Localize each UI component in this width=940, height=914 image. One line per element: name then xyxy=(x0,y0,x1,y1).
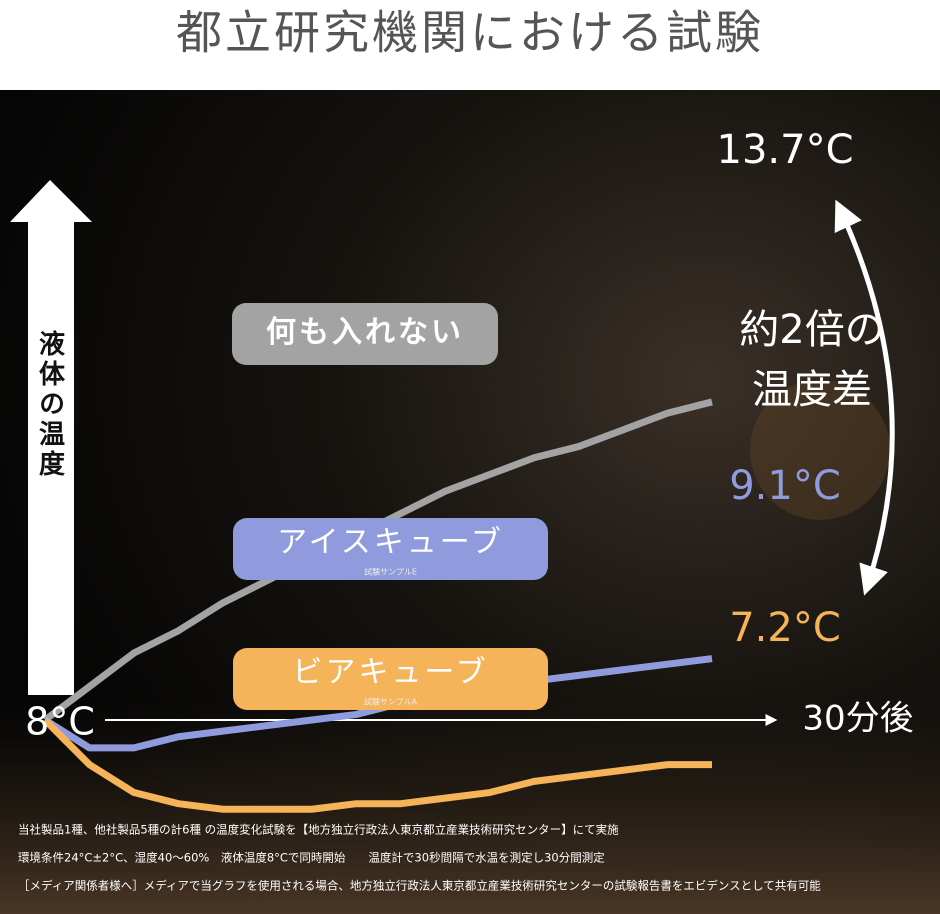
difference-arrow xyxy=(834,199,895,596)
x-axis-label: 30分後 xyxy=(802,699,913,739)
start-label: 8°C xyxy=(25,700,95,744)
table-surface xyxy=(0,700,940,914)
series-label: ビアキューブ xyxy=(292,655,488,690)
series-label-box xyxy=(232,303,498,365)
end-label: 9.1°C xyxy=(729,463,841,509)
series-label-box xyxy=(233,518,548,580)
end-label: 13.7°C xyxy=(717,127,854,173)
series-line xyxy=(42,717,712,813)
footnote: 当社製品1種、他社製品5種の計6種 の温度変化試験を【地方独立行政法人東京都立産… xyxy=(18,823,619,837)
chart-title: 都立研究機関における試験 xyxy=(176,6,764,60)
footnote: 環境条件24°C±2°C、湿度40～60% 液体温度8°Cで同時開始 温度計で3… xyxy=(18,851,605,865)
footnote: ［メディア関係者様へ］メディアで当グラフを使用される場合、地方独立行政法人東京都… xyxy=(18,879,821,893)
series-label: アイスキューブ xyxy=(277,525,504,560)
series-sample: 試験サンプルE xyxy=(364,567,417,577)
series-sample: 試験サンプルA xyxy=(364,697,418,707)
y-axis-arrow xyxy=(10,180,92,695)
series-label-box xyxy=(233,648,548,710)
annotation: 温度差 xyxy=(752,367,872,413)
y-axis-label: 液体の温度 xyxy=(34,330,65,480)
header xyxy=(0,0,940,90)
series-label: 何も入れない xyxy=(266,316,464,349)
end-label: 7.2°C xyxy=(729,605,841,651)
annotation: 約2倍の xyxy=(739,307,884,353)
